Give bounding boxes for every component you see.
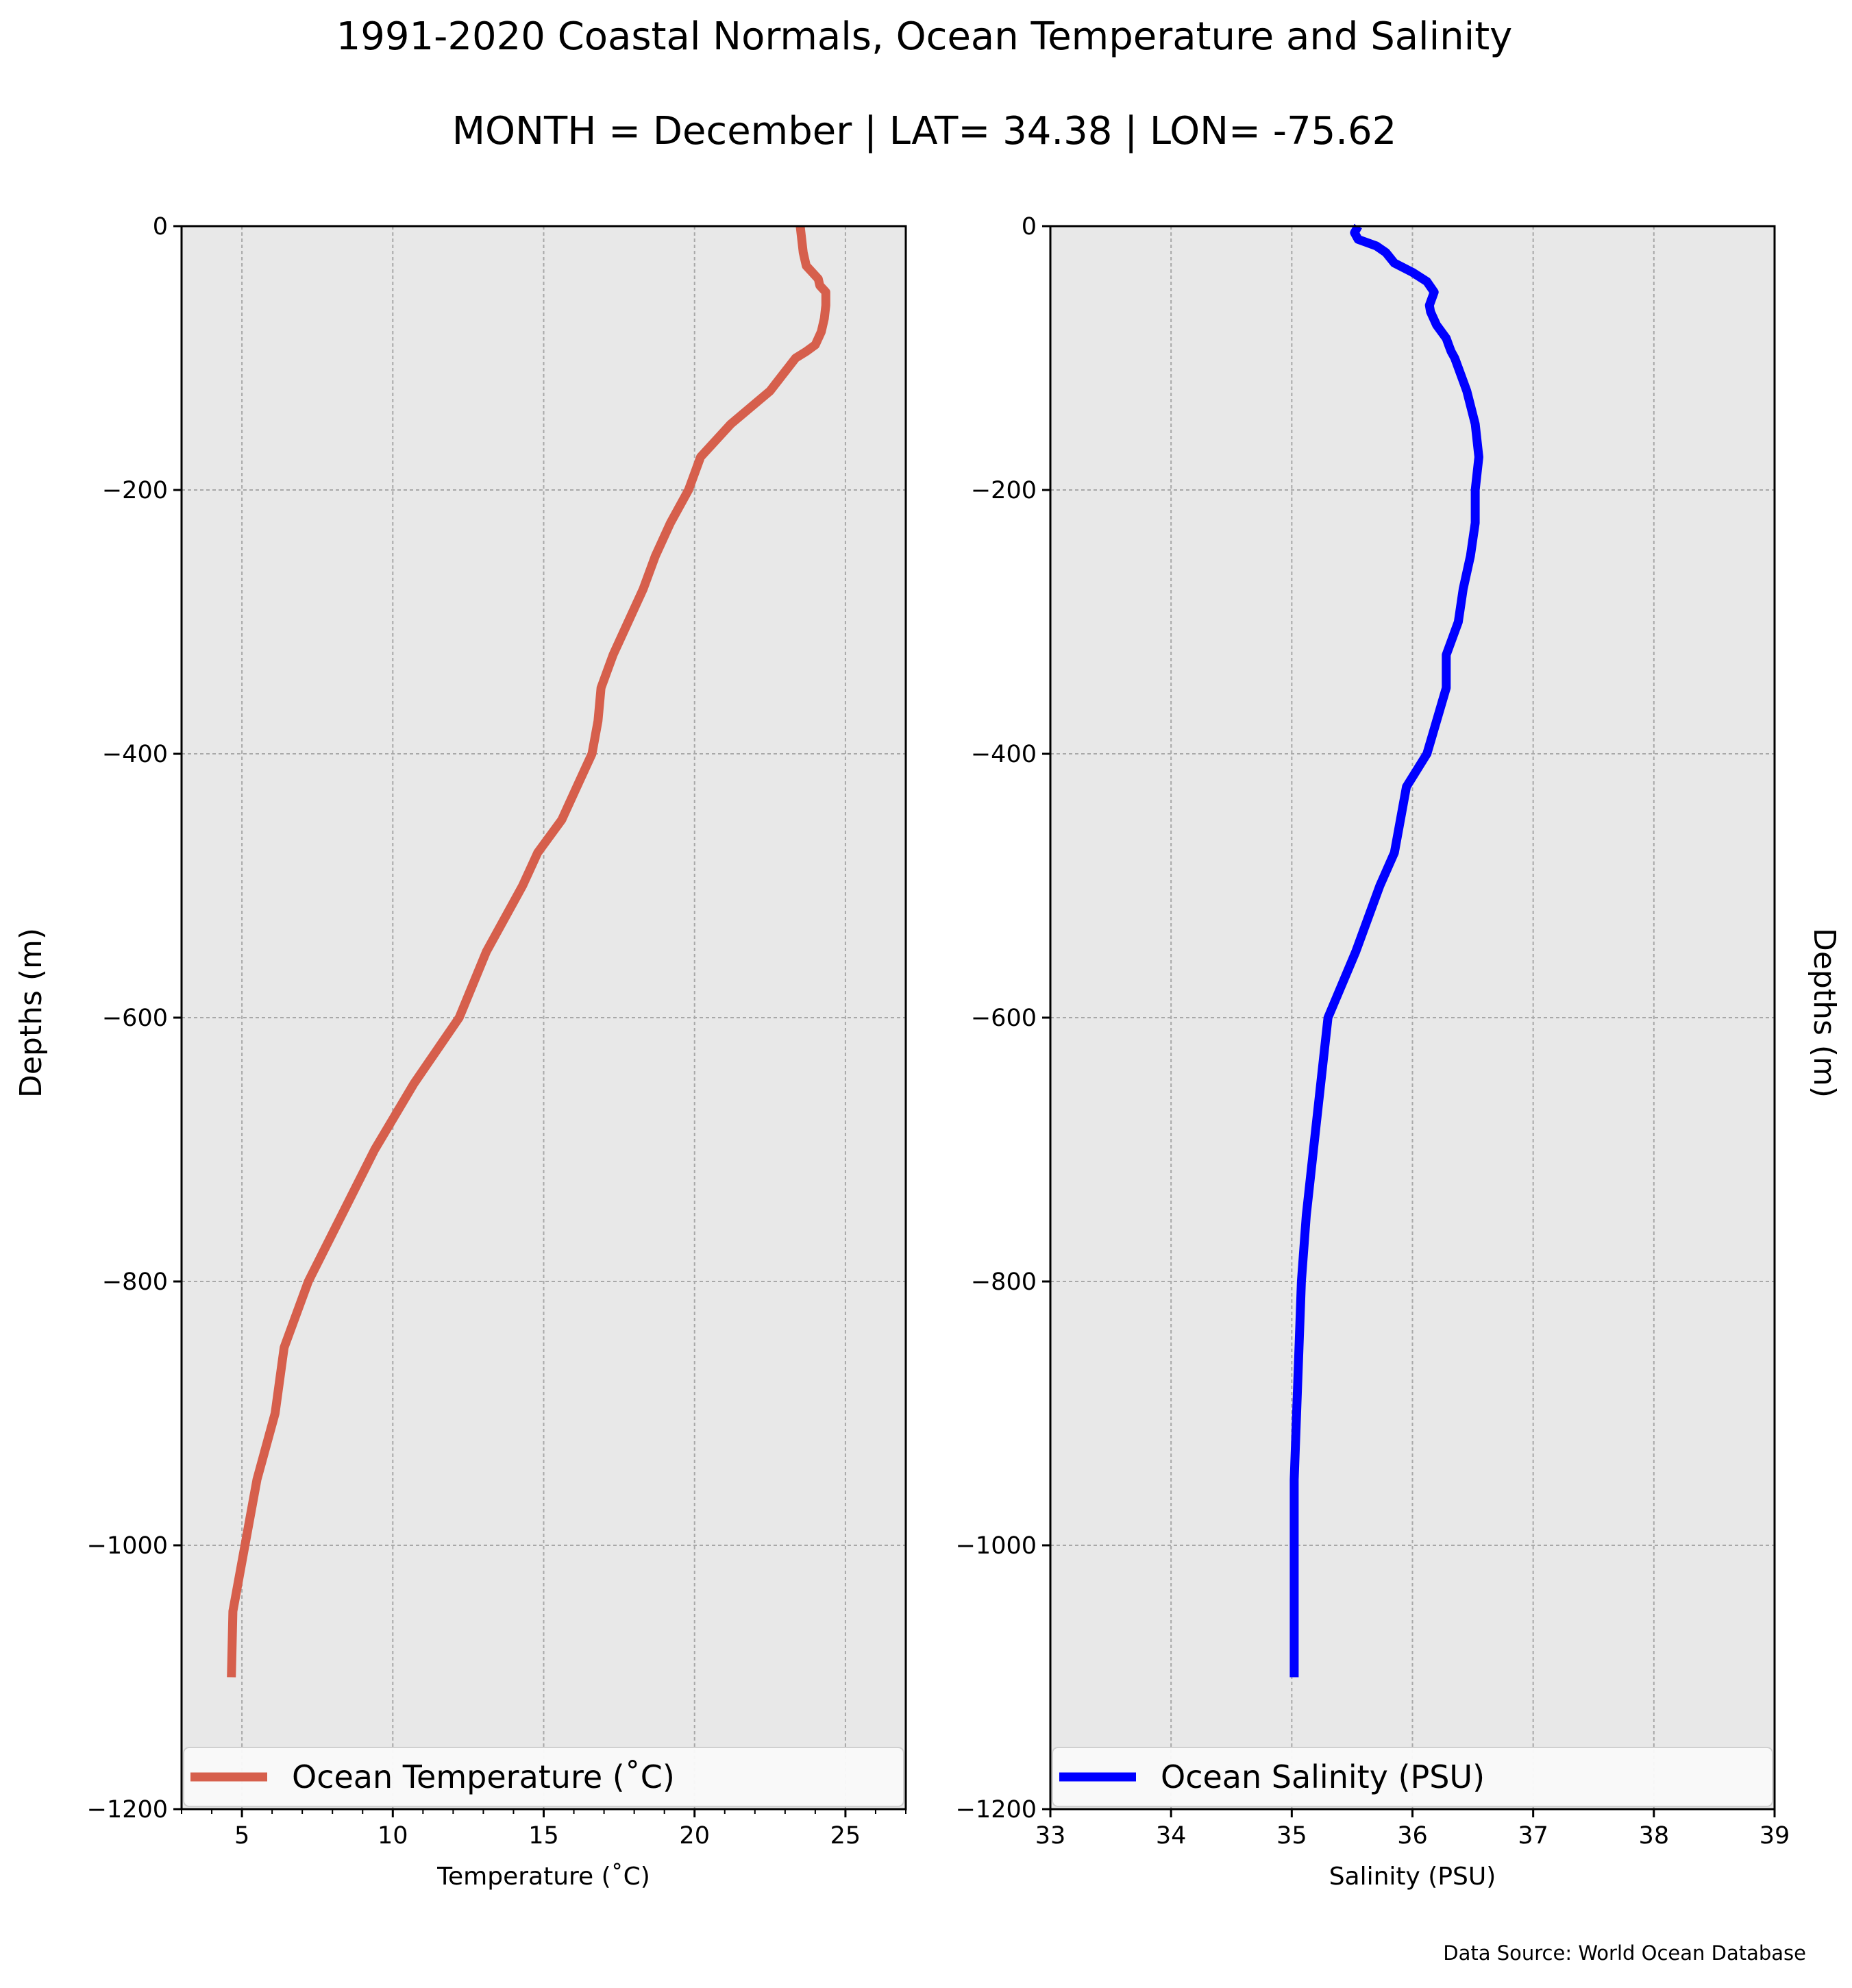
x-axis-label: Temperature (˚C)	[436, 1863, 650, 1891]
legend-box	[1052, 1747, 1773, 1807]
y-tick-label: −800	[102, 1268, 168, 1296]
x-tick-label: 39	[1760, 1822, 1790, 1850]
x-tick-label: 25	[830, 1822, 861, 1850]
x-tick-label: 36	[1397, 1822, 1428, 1850]
y-tick-label: 0	[1022, 213, 1037, 241]
temperature-panel: 5 10 15 20 25 0 −200 −400 −600 −800 −1000 −1200 Temp…	[87, 213, 907, 1891]
y-tick-label: 0	[153, 213, 168, 241]
salinity-profile-line	[1289, 223, 1483, 1678]
x-tick-label: 20	[679, 1822, 710, 1850]
y-tick-label: −400	[971, 741, 1037, 768]
x-axis-label: Salinity (PSU)	[1329, 1863, 1496, 1891]
x-tick-label: 34	[1156, 1822, 1187, 1850]
y-tick-label: −1200	[956, 1796, 1037, 1824]
x-tick-label: 10	[378, 1822, 408, 1850]
y-tick-label: −200	[102, 477, 168, 504]
x-tick-label: 15	[528, 1822, 559, 1850]
y-tick-label: −400	[102, 741, 168, 768]
legend-label: Ocean Temperature (˚C)	[292, 1758, 675, 1795]
x-tick-label: 35	[1276, 1822, 1307, 1850]
y-tick-label: −600	[102, 1005, 168, 1032]
y-tick-label: −200	[971, 477, 1037, 504]
salinity-panel: 33 34 35 36 37 38 39 0 −200 −400 −600 −800 −1000 −120…	[956, 213, 1790, 1891]
y-tick-label: −600	[971, 1005, 1037, 1032]
figure-subtitle: MONTH = December | LAT= 34.38 | LON= -75…	[452, 109, 1397, 154]
temperature-depth-axis-label: Depths (m)	[14, 928, 49, 1098]
y-tick-label: −1000	[87, 1532, 168, 1560]
data-source-note: Data Source: World Ocean Database	[1443, 1941, 1806, 1965]
x-tick-label: 38	[1639, 1822, 1670, 1850]
y-tick-label: −1000	[956, 1532, 1037, 1560]
x-tick-label: 5	[234, 1822, 249, 1850]
x-tick-label: 33	[1035, 1822, 1066, 1850]
salinity-depth-axis-label: Depths (m)	[1807, 928, 1842, 1098]
legend-label: Ocean Salinity (PSU)	[1161, 1758, 1485, 1795]
y-tick-label: −800	[971, 1268, 1037, 1296]
legend-box	[183, 1747, 904, 1807]
legend: Ocean Temperature (˚C)	[183, 1747, 904, 1807]
figure-title: 1991-2020 Coastal Normals, Ocean Tempera…	[336, 14, 1513, 59]
legend: Ocean Salinity (PSU)	[1052, 1747, 1773, 1807]
temperature-profile-line	[227, 225, 830, 1678]
x-tick-label: 37	[1518, 1822, 1548, 1850]
y-tick-label: −1200	[87, 1796, 168, 1824]
